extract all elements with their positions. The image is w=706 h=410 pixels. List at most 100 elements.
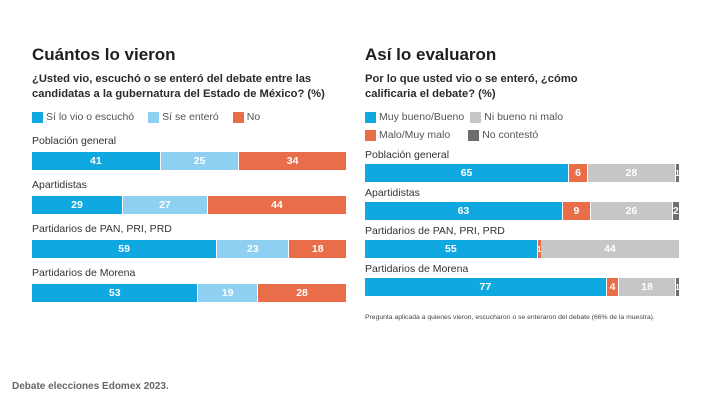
category-label: Apartidistas xyxy=(365,187,420,199)
chart-subtitle: Por lo que usted vio o se enteró, ¿cómo … xyxy=(365,73,578,100)
chart-title: Así lo evaluaron xyxy=(365,45,497,64)
data-label: 77 xyxy=(479,281,492,293)
bar-groups: Población general 65 6 28 1 Apartidistas 63 9 26… xyxy=(365,148,679,296)
data-label: 18 xyxy=(641,281,653,293)
data-label: 28 xyxy=(625,167,638,179)
legend-label: Ni bueno ni malo xyxy=(484,111,564,123)
data-label: 59 xyxy=(118,243,130,255)
bar-segment: 25 xyxy=(160,152,240,170)
legend-label: Malo/Muy malo xyxy=(379,129,451,141)
data-label: 34 xyxy=(286,155,299,167)
bar-group: Partidarios de Morena 77 4 18 1 xyxy=(365,262,679,296)
stacked-bar: 77 4 18 1 xyxy=(365,278,679,296)
legend-swatch xyxy=(365,111,376,123)
legend-swatch xyxy=(365,129,376,141)
bar-segment: 26 xyxy=(591,202,673,220)
legend: Sí lo vio o escuchó Sí se enteró No xyxy=(32,108,346,126)
data-label: 2 xyxy=(672,205,679,217)
bar-segment: 23 xyxy=(217,240,290,258)
data-label: 28 xyxy=(296,287,308,299)
data-label: 1 xyxy=(675,282,679,292)
bar-segment: 41 xyxy=(32,152,161,170)
category-label: Población general xyxy=(365,149,450,161)
stacked-bar: 65 6 28 1 xyxy=(365,164,679,182)
chart-subtitle: ¿Usted vio, escuchó o se enteró del deba… xyxy=(32,73,325,100)
bar-segment: 65 xyxy=(365,164,570,182)
chart-panel-evaluation: Así lo evaluaron Por lo que usted vio o … xyxy=(365,44,679,321)
legend-row: Sí lo vio o escuchó Sí se enteró No xyxy=(32,108,346,126)
data-label: 26 xyxy=(625,205,638,217)
legend-swatch xyxy=(32,111,43,123)
legend-row: Muy bueno/Bueno Ni bueno ni malo xyxy=(365,108,679,126)
legend-label: No contestó xyxy=(482,129,539,141)
legend-swatch xyxy=(468,129,480,141)
data-label: 25 xyxy=(193,155,206,167)
bar-segment: 44 xyxy=(207,196,346,214)
data-label: 63 xyxy=(457,205,470,217)
legend: Muy bueno/Bueno Ni bueno ni malo Malo/Mu… xyxy=(365,108,679,144)
bar-segment: 59 xyxy=(32,240,218,258)
stacked-bar: 63 9 26 2 xyxy=(365,202,679,220)
bar-segment: 44 xyxy=(540,240,679,258)
bar-group: Partidarios de Morena 53 19 28 xyxy=(32,266,346,302)
data-label: 27 xyxy=(159,199,171,211)
legend-item: Ni bueno ni malo xyxy=(470,111,563,123)
bar-segment: 53 xyxy=(32,284,199,302)
bar-segment: 2 xyxy=(672,202,679,220)
data-label: 29 xyxy=(71,199,83,211)
data-label: 6 xyxy=(575,167,581,179)
bar-group: Partidarios de PAN, PRI, PRD 55 1 44 xyxy=(365,224,679,258)
legend-label: Sí lo vio o escuchó xyxy=(46,111,135,123)
data-label: 19 xyxy=(221,287,234,299)
data-label: 41 xyxy=(90,155,102,167)
image-caption: Debate elecciones Edomex 2023. xyxy=(12,381,169,392)
bar-segment: 18 xyxy=(619,278,676,296)
category-label: Partidarios de PAN, PRI, PRD xyxy=(365,225,505,237)
bar-segment: 55 xyxy=(365,240,538,258)
bar-segment: 4 xyxy=(606,278,620,296)
chart-note: Pregunta aplicada a quienes vieron, escu… xyxy=(365,314,655,321)
category-label: Partidarios de PAN, PRI, PRD xyxy=(32,223,172,235)
data-label: 18 xyxy=(311,243,324,255)
bar-segment: 34 xyxy=(239,152,346,170)
legend-item: Muy bueno/Bueno xyxy=(365,111,464,123)
stacked-bar: 59 23 18 xyxy=(32,240,346,258)
stacked-bar: 29 27 44 xyxy=(32,196,346,214)
data-label: 44 xyxy=(604,243,616,255)
chart-panel-viewership: Cuántos lo vieron ¿Usted vio, escuchó o … xyxy=(32,44,346,302)
legend-swatch xyxy=(232,111,244,123)
stacked-bar: 55 1 44 xyxy=(365,240,679,258)
data-label: 1 xyxy=(675,168,679,178)
bar-segment: 63 xyxy=(365,202,563,220)
data-label: 9 xyxy=(573,205,580,217)
legend-label: No xyxy=(246,111,261,123)
category-label: Partidarios de Morena xyxy=(32,267,136,279)
legend-swatch xyxy=(148,111,160,123)
data-label: 23 xyxy=(247,243,259,255)
data-label: 53 xyxy=(108,287,121,299)
bar-segment: 1 xyxy=(675,278,679,296)
stacked-bar: 53 19 28 xyxy=(32,284,346,302)
bar-group: Población general 65 6 28 1 xyxy=(365,148,679,182)
category-label: Población general xyxy=(32,135,117,147)
legend-label: Muy bueno/Bueno xyxy=(379,111,465,123)
legend-item: No contestó xyxy=(468,129,538,141)
legend-row: Malo/Muy malo No contestó xyxy=(365,126,679,144)
bar-segment: 1 xyxy=(537,240,541,258)
legend-item: No xyxy=(232,111,261,123)
data-label: 65 xyxy=(460,167,473,179)
legend-label: Sí se enteró xyxy=(162,111,219,123)
data-label: 1 xyxy=(537,244,541,254)
legend-item: Malo/Muy malo xyxy=(365,129,450,141)
bar-group: Apartidistas 63 9 26 2 xyxy=(365,186,679,220)
legend-swatch xyxy=(470,111,482,123)
bar-segment: 9 xyxy=(562,202,592,220)
bar-segment: 19 xyxy=(198,284,259,302)
bar-segment: 29 xyxy=(32,196,124,214)
bar-group: Población general 41 25 34 xyxy=(32,134,346,170)
legend-item: Sí lo vio o escuchó xyxy=(32,111,134,123)
bar-segment: 28 xyxy=(258,284,346,302)
bar-segment: 77 xyxy=(365,278,607,296)
bar-group: Apartidistas 29 27 44 xyxy=(32,178,346,214)
category-label: Partidarios de Morena xyxy=(365,263,469,275)
